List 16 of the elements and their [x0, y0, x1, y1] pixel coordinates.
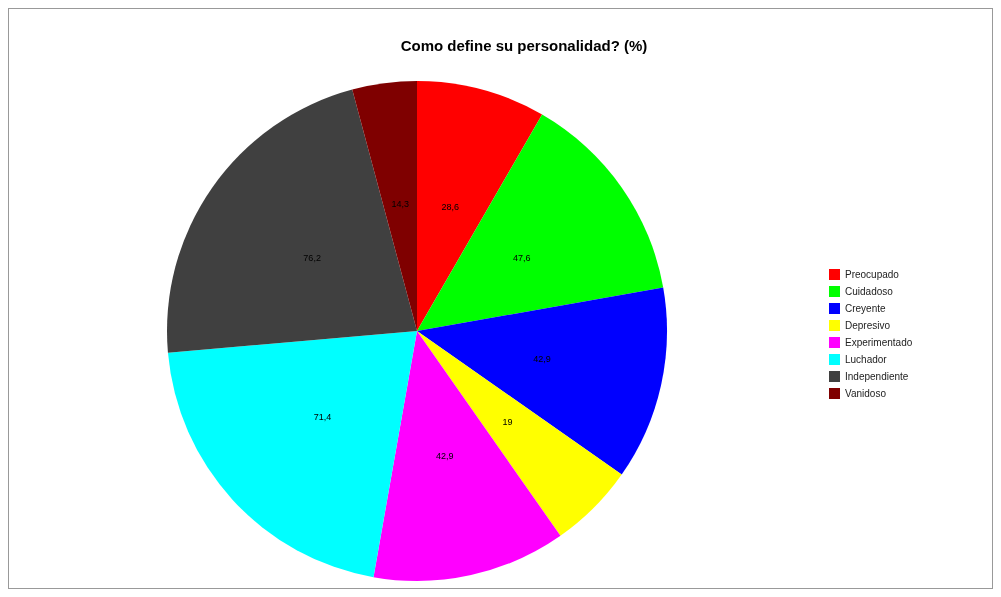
data-label: 71,4	[313, 412, 332, 423]
data-label: 47,6	[513, 252, 531, 263]
data-label: 42,9	[533, 353, 551, 364]
data-label: 19	[502, 416, 513, 427]
legend-label: Depresivo	[845, 320, 891, 331]
legend-label: Preocupado	[845, 269, 900, 280]
data-label: 28,6	[441, 202, 459, 213]
data-label: 14,3	[391, 199, 410, 210]
legend-label: Luchador	[845, 354, 888, 365]
legend-label: Independiente	[845, 371, 909, 382]
legend-label: Creyente	[845, 303, 887, 314]
legend-label: Cuidadoso	[845, 286, 894, 297]
legend-label: Vanidoso	[845, 388, 887, 399]
legend-label: Experimentado	[845, 337, 913, 348]
data-label: 42,9	[435, 450, 454, 461]
chart-title: Como define su personalidad? (%)	[400, 37, 648, 54]
